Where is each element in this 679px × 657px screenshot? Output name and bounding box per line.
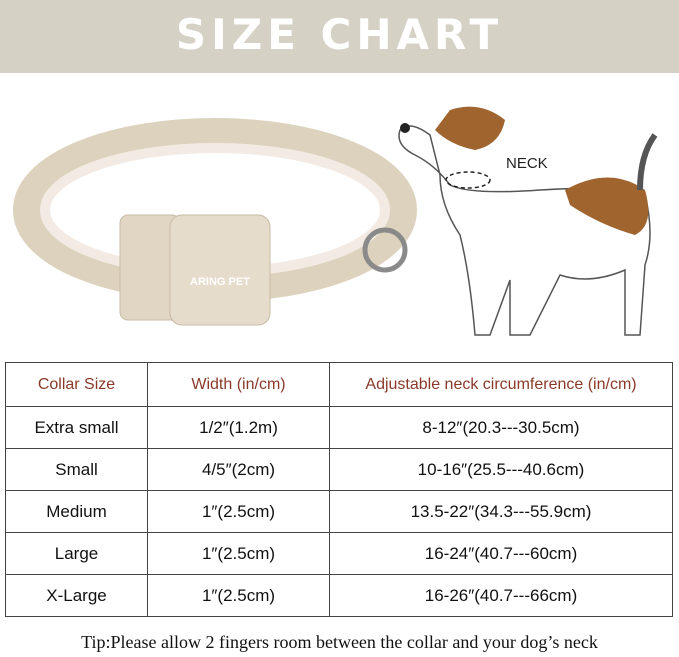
table-cell: 4/5″(2cm): [147, 448, 330, 491]
table-cell: 16-24″(40.7---60cm): [329, 532, 673, 575]
table-row: Extra small 1/2″(1.2m) 8-12″(20.3---30.5…: [5, 406, 673, 449]
table-cell: 10-16″(25.5---40.6cm): [329, 448, 673, 491]
table-cell: 1/2″(1.2m): [147, 406, 330, 449]
table-cell: 1″(2.5cm): [147, 574, 330, 617]
title-banner: [0, 0, 679, 73]
brand-logo: ARING PET: [190, 276, 250, 288]
header-cell: Width (in/cm): [147, 362, 330, 407]
table-header-row: Collar Size Width (in/cm) Adjustable nec…: [5, 362, 673, 407]
table-row: Large 1″(2.5cm) 16-24″(40.7---60cm): [5, 532, 673, 575]
table-row: X-Large 1″(2.5cm) 16-26″(40.7---66cm): [5, 574, 673, 617]
header-cell: Adjustable neck circumference (in/cm): [329, 362, 673, 407]
header-cell: Collar Size: [5, 362, 148, 407]
table-cell: Small: [5, 448, 148, 491]
page-title: SIZE CHART: [175, 10, 504, 59]
fit-tip: Tip:Please allow 2 fingers room between …: [81, 632, 598, 652]
neck-label: NECK: [506, 155, 548, 172]
table-cell: X-Large: [5, 574, 148, 617]
table-row: Medium 1″(2.5cm) 13.5-22″(34.3---55.9cm): [5, 490, 673, 533]
table-row: Small 4/5″(2cm) 10-16″(25.5---40.6cm): [5, 448, 673, 491]
size-chart-table: Collar Size Width (in/cm) Adjustable nec…: [5, 362, 673, 617]
table-cell: Medium: [5, 490, 148, 533]
table-cell: Extra small: [5, 406, 148, 449]
table-cell: 16-26″(40.7---66cm): [329, 574, 673, 617]
dog-illustration: [398, 106, 658, 336]
table-cell: 1″(2.5cm): [147, 490, 330, 533]
table-cell: Large: [5, 532, 148, 575]
table-cell: 1″(2.5cm): [147, 532, 330, 575]
table-cell: 13.5-22″(34.3---55.9cm): [329, 490, 673, 533]
table-cell: 8-12″(20.3---30.5cm): [329, 406, 673, 449]
collar-image: ARING PET: [13, 118, 417, 326]
